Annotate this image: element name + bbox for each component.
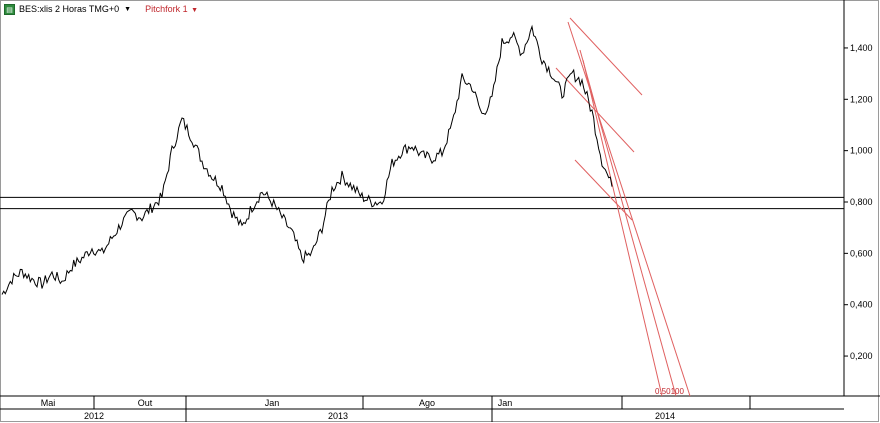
price-series [1, 24, 613, 295]
symbol-dropdown-icon[interactable]: ▼ [124, 5, 132, 13]
symbol-label[interactable]: BES:xlis 2 Horas TMG+0 [19, 4, 120, 14]
pitchfork-line [555, 67, 635, 153]
x-month-label: Mai [41, 398, 56, 408]
x-year-label: 2012 [84, 411, 104, 421]
pitchfork-annotation: 0.50100 [655, 387, 684, 396]
pitchfork[interactable] [555, 17, 691, 397]
x-month-label: Out [138, 398, 153, 408]
x-month-label: Ago [419, 398, 435, 408]
pitchfork-line [582, 59, 663, 397]
y-tick-label: 0,400 [850, 300, 873, 310]
y-tick-label: 1,000 [850, 146, 873, 156]
y-tick-label: 1,400 [850, 43, 873, 53]
y-tick-label: 0,800 [850, 197, 873, 207]
pitchfork-line [579, 49, 677, 397]
horizontal-levels [0, 196, 844, 210]
study-dropdown-icon[interactable]: ▼ [191, 7, 199, 14]
x-year-label: 2014 [655, 411, 675, 421]
y-ticks: 0,200 0,400 0,600 0,800 1,000 1,200 1,400 [844, 43, 873, 361]
y-tick-label: 1,200 [850, 94, 873, 104]
y-tick-label: 0,600 [850, 248, 873, 258]
study-label: Pitchfork 1 [145, 4, 188, 14]
pitchfork-line [574, 159, 633, 221]
chart-symbol-icon[interactable]: ▤ [4, 3, 15, 15]
price-line [1, 24, 613, 295]
x-month-label: Jan [265, 398, 280, 408]
x-month-label: Jan [498, 398, 513, 408]
x-labels: Mai Out Jan Ago Jan 2012 2013 2014 [41, 396, 751, 422]
study-pitchfork[interactable]: Pitchfork 1 ▼ [145, 4, 198, 14]
annotations: 0.50100 [655, 387, 684, 396]
pitchfork-line [569, 17, 643, 96]
x-year-label: 2013 [328, 411, 348, 421]
y-tick-label: 0,200 [850, 351, 873, 361]
chart-header: ▤ BES:xlis 2 Horas TMG+0 ▼ Pitchfork 1 ▼ [4, 2, 198, 16]
